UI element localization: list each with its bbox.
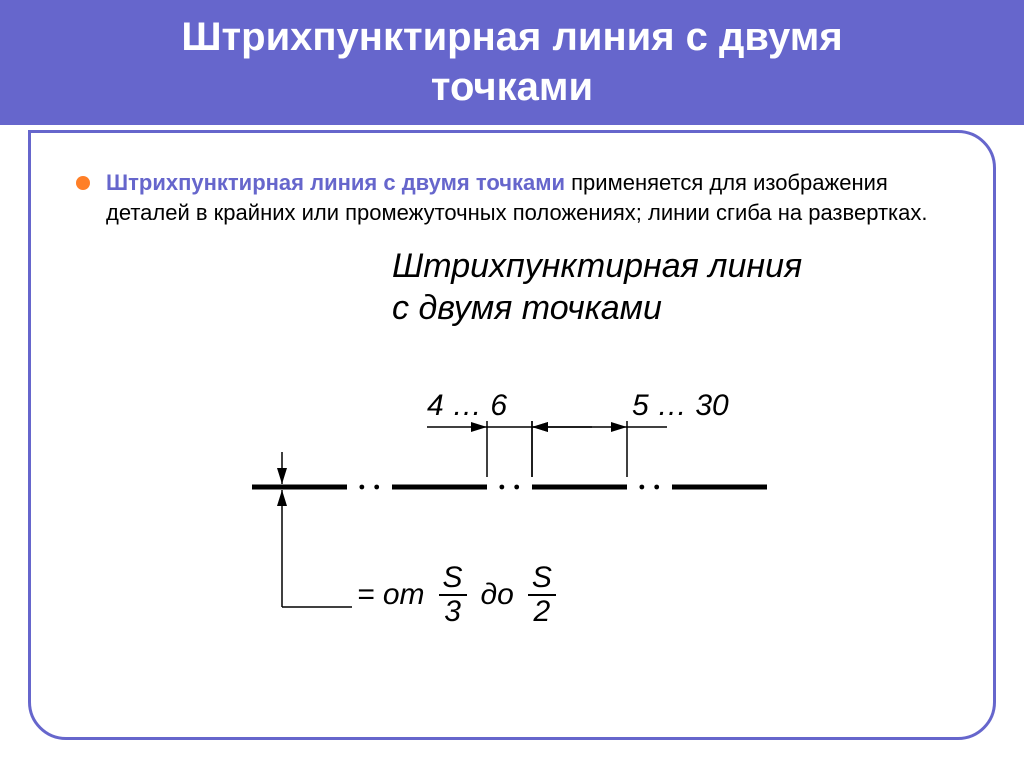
slide-header: Штрихпунктирная линия с двумя точками — [0, 0, 1024, 125]
diagram-container: Штрихпунктирная линия с двумя точками 4 … … — [76, 237, 948, 657]
svg-text:5 … 30: 5 … 30 — [632, 389, 729, 422]
bullet-bold: Штрихпунктирная линия с двумя точками — [106, 170, 565, 195]
bullet-text: Штрихпунктирная линия с двумя точками пр… — [106, 168, 948, 227]
content-frame: Штрихпунктирная линия с двумя точками пр… — [28, 130, 996, 740]
line-spec-diagram: Штрихпунктирная линия с двумя точками 4 … … — [192, 237, 832, 657]
svg-text:Штрихпунктирная линия: Штрихпунктирная линия — [392, 247, 802, 285]
header-title-line1: Штрихпунктирная линия с двумя — [181, 15, 842, 59]
svg-text:4 … 6: 4 … 6 — [427, 389, 507, 422]
bullet-item: Штрихпунктирная линия с двумя точками пр… — [76, 168, 948, 227]
bullet-dot-icon — [76, 176, 90, 190]
slide: Штрихпунктирная линия с двумя точками Шт… — [0, 0, 1024, 768]
header-title-line2: точками — [431, 65, 593, 109]
svg-text:с двумя точками: с двумя точками — [392, 289, 662, 327]
